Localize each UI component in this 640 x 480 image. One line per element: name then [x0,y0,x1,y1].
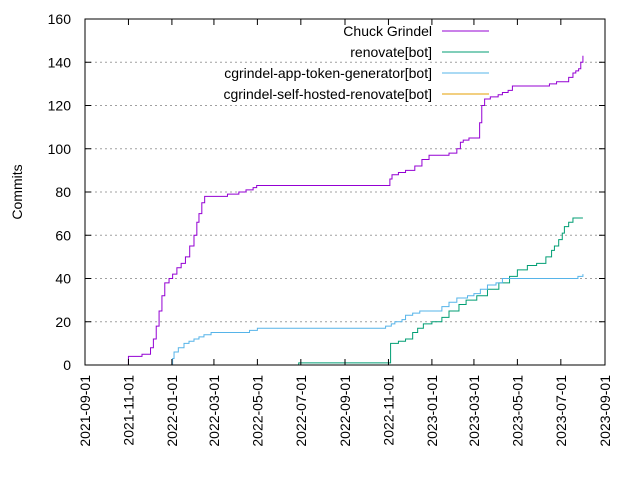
y-axis-title: Commits [9,164,25,219]
legend-label: renovate[bot] [350,44,432,60]
series-layer [127,55,584,366]
x-tick-label: 2023-07-01 [553,375,569,447]
legend-label: cgrindel-self-hosted-renovate[bot] [223,86,432,102]
y-tick-label: 120 [48,98,72,114]
y-tick-label: 40 [55,271,71,287]
legend-label: cgrindel-app-token-generator[bot] [224,65,432,81]
legend-label: Chuck Grindel [343,23,432,39]
series-line-0 [127,55,584,365]
y-tick-label: 140 [48,54,72,70]
x-tick-label: 2022-05-01 [249,375,265,447]
x-tick-label: 2022-11-01 [380,375,396,446]
y-tick-label: 0 [63,357,71,373]
y-tick-label: 160 [48,11,72,27]
x-axis: 2021-09-01 2021-11-01 2022-01-01 2022-03-01… [77,19,613,447]
y-tick-label: 80 [55,184,71,200]
x-tick-label: 2021-11-01 [120,375,136,446]
y-tick-label: 60 [55,227,71,243]
x-tick-label: 2022-03-01 [206,375,222,447]
x-tick-label: 2023-05-01 [509,375,525,447]
y-tick-label: 100 [48,141,72,157]
legend: Chuck Grindel renovate[bot] cgrindel-app-t… [223,23,489,102]
x-tick-label: 2022-09-01 [337,375,353,447]
series-line-2 [171,274,584,366]
x-tick-label: 2021-09-01 [77,375,93,447]
x-tick-label: 2023-01-01 [424,375,440,447]
y-axis: 0 20 40 60 80 100 120 140 160 [48,11,605,373]
x-tick-label: 2022-07-01 [293,375,309,447]
series-line-1 [296,217,583,366]
x-tick-label: 2023-09-01 [597,375,613,447]
y-tick-label: 20 [55,314,71,330]
x-tick-label: 2023-03-01 [466,375,482,447]
x-tick-label: 2022-01-01 [164,375,180,447]
